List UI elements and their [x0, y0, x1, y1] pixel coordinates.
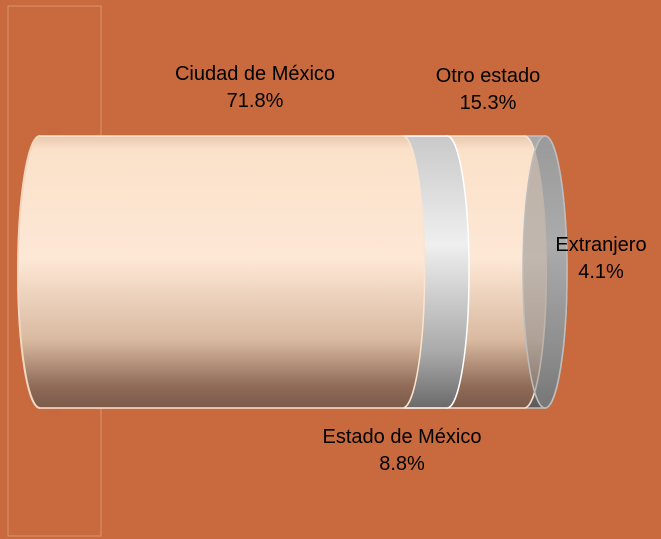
label-otro-estado-value: 15.3% — [460, 92, 517, 114]
label-ciudad-de-mexico-value: 71.8% — [227, 90, 284, 112]
label-extranjero-name: Extranjero — [555, 234, 646, 256]
label-estado-de-mexico-name: Estado de México — [323, 426, 482, 448]
label-estado-de-mexico-value: 8.8% — [379, 453, 425, 475]
segment-ciudad-de-mexico — [17, 135, 426, 409]
cylinder-left-edge — [17, 135, 41, 409]
label-otro-estado-name: Otro estado — [436, 65, 541, 87]
label-ciudad-de-mexico-name: Ciudad de México — [175, 63, 335, 85]
cylinder-end-face — [522, 135, 568, 409]
label-extranjero-value: 4.1% — [578, 261, 624, 283]
